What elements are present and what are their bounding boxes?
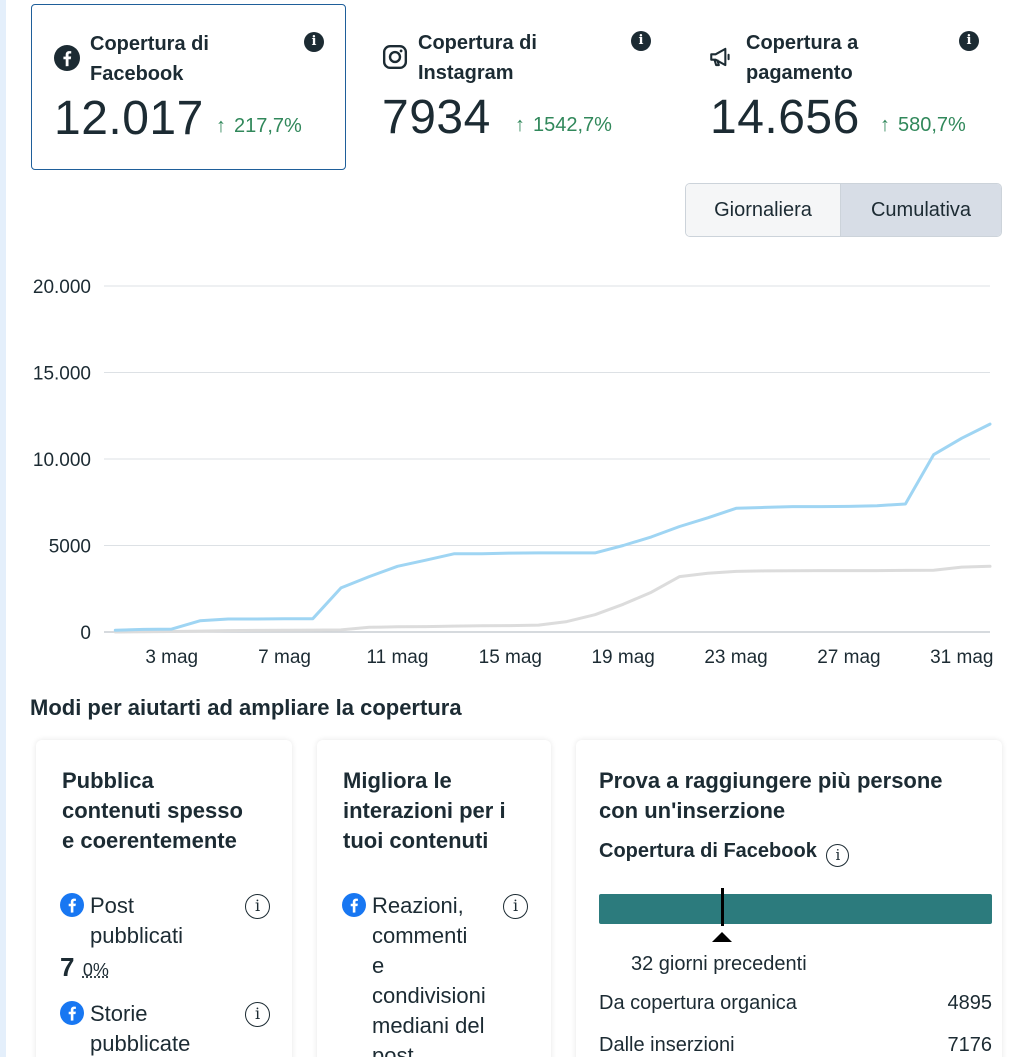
toggle-cumulative-button[interactable]: Cumulativa (841, 184, 1001, 236)
stat-stories-published: Storie pubblicate (60, 999, 290, 1057)
x-tick-label: 11 mag (366, 647, 428, 668)
stat-label: pubblicati (90, 923, 183, 948)
info-icon[interactable]: i (631, 31, 651, 51)
info-icon[interactable]: i (826, 844, 850, 867)
section-title: Modi per aiutarti ad ampliare la copertu… (30, 695, 462, 720)
organic-reach-label: Da copertura organica (599, 992, 797, 1014)
stat-median-interactions: Reazioni, commenti e condivisioni median… (342, 891, 522, 1057)
x-tick-label: 3 mag (145, 647, 198, 668)
x-tick-label: 27 mag (817, 647, 880, 668)
megaphone-icon (710, 47, 730, 67)
ads-reach-row: Dalle inserzioni 7176 (599, 1034, 992, 1057)
stat-label: post (372, 1043, 414, 1057)
metric-card-paid[interactable]: Copertura a pagamento i 14.656 ↑ 580,7% (688, 4, 998, 170)
ads-reach-value: 7176 (947, 1034, 993, 1056)
y-tick-label: 20.000 (33, 277, 91, 298)
reach-line-chart: 0 5000 10.000 15.000 20.000 3 mag 7 mag 11 mag… (33, 277, 994, 668)
info-icon[interactable]: i (245, 1002, 270, 1027)
chart-x-axis: 3 mag 7 mag 11 mag 15 mag 19 mag 23 mag 27 mag… (145, 647, 993, 668)
metric-value: 12.017 (54, 92, 204, 145)
arrow-up-icon: ↑ (880, 114, 890, 136)
arrow-up-icon: ↑ (216, 115, 226, 137)
facebook-icon (60, 893, 84, 917)
stat-label: mediani del (372, 1013, 485, 1038)
metric-title: Copertura di Instagram (418, 32, 537, 84)
stat-value: 7 0% (60, 952, 109, 983)
organic-reach-value: 4895 (947, 992, 993, 1014)
chart-series (113, 422, 992, 634)
x-tick-label: 23 mag (704, 647, 767, 668)
stat-label: e (372, 953, 385, 978)
metric-value: 7934 (382, 91, 491, 144)
metric-change: ↑ 580,7% (880, 114, 966, 136)
marker-triangle-icon (712, 932, 732, 942)
info-icon[interactable]: i (304, 32, 324, 52)
stat-label: condivisioni (372, 983, 486, 1008)
y-tick-label: 10.000 (33, 450, 91, 471)
y-tick-label: 0 (80, 623, 91, 644)
info-icon[interactable]: i (959, 31, 979, 51)
metric-card-facebook[interactable]: Copertura di Facebook i 12.017 ↑ 217,7% (31, 4, 346, 170)
instagram-icon (382, 44, 408, 70)
stat-posts-published: Post pubblicati (60, 891, 290, 951)
ads-reach-label: Dalle inserzioni (599, 1034, 735, 1056)
y-tick-label: 5000 (49, 537, 91, 558)
x-tick-label: 31 mag (930, 647, 993, 668)
tip-card-title: Pubblica contenuti spesso e coerentement… (62, 768, 243, 853)
stat-label: Post (90, 893, 135, 918)
stat-label: commenti (372, 923, 468, 948)
view-toggle: Giornaliera Cumulativa (685, 183, 1002, 237)
tip-card-title: Prova a raggiungere più persone con un'i… (599, 768, 943, 823)
stat-percent: 0% (82, 960, 109, 980)
series-line-comparison (113, 564, 992, 634)
info-icon[interactable]: i (503, 894, 528, 919)
x-tick-label: 15 mag (479, 647, 542, 668)
bar-marker (721, 888, 724, 926)
facebook-icon (60, 1001, 84, 1025)
toggle-daily-button[interactable]: Giornaliera (686, 184, 841, 236)
x-tick-label: 7 mag (258, 647, 311, 668)
stat-label: Storie (90, 1001, 148, 1026)
series-line-facebook (113, 422, 992, 632)
facebook-icon (342, 893, 366, 917)
x-tick-label: 19 mag (591, 647, 654, 668)
tip-card-title: Migliora le interazioni per i tuoi conte… (343, 768, 506, 853)
organic-reach-row: Da copertura organica 4895 (599, 992, 992, 1015)
facebook-icon (54, 45, 80, 71)
stat-label: pubblicate (90, 1031, 191, 1056)
metric-title: Copertura a pagamento (746, 32, 859, 84)
reach-comparison-bar (599, 894, 992, 924)
bar-caption: 32 giorni precedenti (631, 953, 807, 975)
metric-title: Copertura di Facebook (90, 33, 209, 85)
stat-number: 7 (60, 952, 75, 982)
metric-value: 14.656 (710, 91, 860, 144)
left-edge-strip (0, 0, 6, 1057)
arrow-up-icon: ↑ (515, 114, 525, 136)
metric-change: ↑ 1542,7% (515, 114, 612, 136)
y-tick-label: 15.000 (33, 364, 91, 385)
chart-y-axis: 0 5000 10.000 15.000 20.000 (33, 277, 91, 644)
stat-label: Reazioni, (372, 893, 464, 918)
info-icon[interactable]: i (245, 894, 270, 919)
metric-card-instagram[interactable]: Copertura di Instagram i 7934 ↑ 1542,7% (360, 4, 675, 170)
chart-gridlines (104, 285, 990, 633)
ads-subtitle: Copertura di Facebook i (599, 840, 850, 867)
metric-change: ↑ 217,7% (216, 115, 302, 137)
